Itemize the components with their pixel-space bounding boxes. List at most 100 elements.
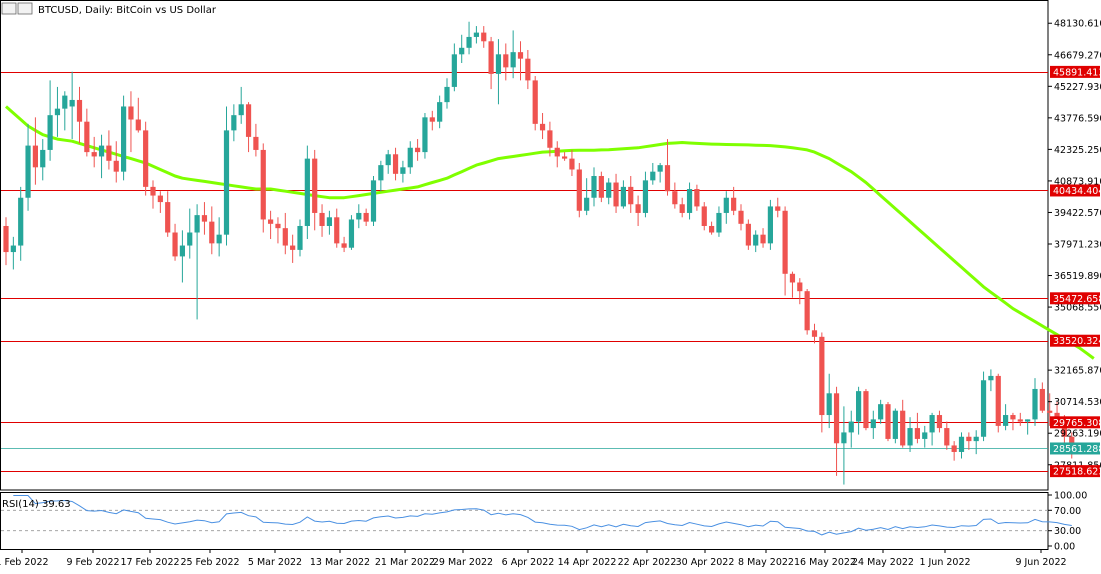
candle-body[interactable] [113, 160, 119, 172]
candle-body[interactable] [1039, 388, 1045, 411]
candle-body[interactable] [76, 99, 83, 122]
candle-body[interactable] [290, 245, 296, 250]
candle-body[interactable] [209, 221, 215, 244]
candle-body[interactable] [995, 375, 1001, 426]
candle-body[interactable] [179, 245, 185, 257]
candle-body[interactable] [760, 234, 766, 244]
candle-body[interactable] [856, 391, 862, 422]
candle-body[interactable] [657, 165, 663, 172]
candle-body[interactable] [363, 212, 369, 222]
candle-body[interactable] [510, 52, 516, 68]
candle-body[interactable] [121, 106, 127, 172]
candle-body[interactable] [613, 182, 619, 207]
candle-body[interactable] [253, 136, 259, 150]
candle-body[interactable] [503, 54, 509, 68]
candle-body[interactable] [385, 154, 391, 166]
candle-body[interactable] [686, 189, 693, 213]
candle-body[interactable] [767, 206, 773, 244]
candle-body[interactable] [951, 445, 957, 452]
candle-body[interactable] [929, 415, 935, 433]
candle-body[interactable] [297, 225, 303, 250]
candle-body[interactable] [833, 393, 840, 444]
candle-body[interactable] [900, 410, 906, 446]
candle-body[interactable] [495, 54, 502, 74]
candle-body[interactable] [341, 243, 347, 248]
candle-body[interactable] [451, 54, 457, 87]
candle-body[interactable] [3, 225, 9, 253]
candle-body[interactable] [334, 217, 340, 244]
candle-body[interactable] [18, 197, 24, 246]
candle-body[interactable] [562, 156, 568, 159]
candle-body[interactable] [429, 117, 435, 122]
candle-body[interactable] [701, 206, 707, 226]
candle-body[interactable] [584, 197, 590, 211]
candle-body[interactable] [709, 225, 715, 233]
candle-body[interactable] [415, 147, 421, 153]
candle-body[interactable] [400, 167, 406, 174]
candle-body[interactable] [231, 115, 237, 131]
candle-body[interactable] [444, 86, 450, 103]
candle-body[interactable] [664, 165, 671, 192]
candle-body[interactable] [47, 115, 53, 150]
candle-body[interactable] [312, 158, 318, 213]
candle-body[interactable] [1054, 412, 1060, 420]
candle-body[interactable] [936, 415, 943, 429]
candle-body[interactable] [672, 191, 678, 205]
candle-body[interactable] [620, 186, 626, 207]
candle-body[interactable] [356, 212, 362, 220]
candle-body[interactable] [260, 149, 266, 220]
candle-body[interactable] [598, 176, 604, 198]
candle-body[interactable] [922, 432, 928, 439]
candle-body[interactable] [1017, 419, 1023, 422]
candle-body[interactable] [1025, 419, 1031, 422]
candle-body[interactable] [135, 119, 141, 131]
candle-body[interactable] [98, 145, 105, 157]
candle-body[interactable] [1047, 410, 1053, 413]
candle-body[interactable] [216, 234, 222, 244]
candle-body[interactable] [988, 375, 994, 381]
candle-body[interactable] [723, 197, 729, 213]
candle-body[interactable] [40, 149, 46, 168]
candle-body[interactable] [378, 165, 384, 181]
candle-body[interactable] [848, 421, 854, 433]
candle-body[interactable] [797, 282, 803, 292]
candle-body[interactable] [150, 186, 156, 196]
candle-body[interactable] [745, 223, 751, 246]
candle-body[interactable] [532, 80, 538, 124]
candle-body[interactable] [143, 130, 149, 187]
candle-body[interactable] [826, 393, 832, 416]
candle-body[interactable] [392, 154, 399, 174]
candle-body[interactable] [466, 36, 472, 48]
candle-body[interactable] [10, 245, 16, 253]
candle-body[interactable] [841, 432, 847, 444]
candle-body[interactable] [54, 108, 61, 116]
candle-body[interactable] [1010, 415, 1016, 420]
candle-body[interactable] [892, 410, 898, 439]
candle-body[interactable] [606, 182, 612, 198]
candle-body[interactable] [194, 215, 200, 233]
candle-body[interactable] [128, 106, 134, 120]
candle-body[interactable] [878, 404, 884, 420]
candle-body[interactable] [966, 436, 972, 442]
candle-body[interactable] [32, 145, 38, 168]
candle-body[interactable] [679, 204, 685, 213]
candle-body[interactable] [907, 428, 913, 446]
candle-body[interactable] [547, 130, 553, 148]
candle-body[interactable] [245, 104, 252, 137]
candle-body[interactable] [473, 32, 479, 37]
candle-body[interactable] [157, 195, 163, 203]
candle-body[interactable] [1003, 415, 1009, 426]
candle-body[interactable] [554, 147, 560, 157]
candle-body[interactable] [775, 206, 781, 211]
candle-body[interactable] [488, 41, 494, 74]
candle-body[interactable] [591, 176, 597, 198]
candle-body[interactable] [268, 219, 274, 224]
candle-body[interactable] [694, 189, 700, 207]
candle-body[interactable] [731, 197, 737, 211]
candle-body[interactable] [738, 210, 744, 224]
candle-body[interactable] [69, 99, 75, 107]
candle-body[interactable] [1032, 388, 1038, 420]
candle-body[interactable] [753, 234, 759, 246]
